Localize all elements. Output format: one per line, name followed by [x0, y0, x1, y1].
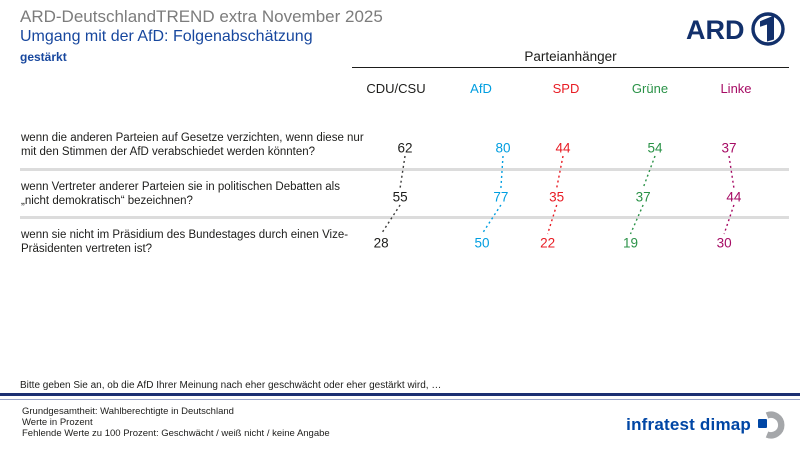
value-label: 37 [636, 190, 651, 205]
infratest-dimap-label: infratest dimap [626, 415, 751, 434]
column-header-gruene: Grüne [631, 81, 669, 96]
column-header-afd: AfD [470, 81, 492, 96]
survey-question-note: Bitte geben Sie an, ob die AfD Ihrer Mei… [20, 380, 442, 391]
infratest-dimap-icon [758, 411, 785, 439]
footer-note-line: Werte in Prozent [22, 416, 93, 428]
trend-connector-line [642, 155, 656, 189]
trend-connector-line [481, 204, 502, 235]
value-label: 30 [717, 236, 732, 251]
ard-logo: ARD [686, 8, 790, 50]
footer-note-line: Grundgesamtheit: Wahlberechtigte in Deut… [22, 406, 234, 417]
header-rule [352, 67, 789, 68]
value-label: 35 [549, 190, 564, 205]
column-header-linke: Linke [720, 81, 752, 96]
answer-category-label: gestärkt [20, 50, 67, 64]
value-label: 54 [647, 141, 663, 156]
footer-notes: Grundgesamtheit: Wahlberechtigte in Deut… [22, 406, 330, 439]
infratest-dimap-logo: infratest dimap [626, 411, 786, 439]
question-row: wenn Vertreter anderer Parteien sie in p… [21, 181, 340, 207]
value-label: 19 [623, 236, 638, 251]
value-label: 44 [726, 190, 742, 205]
value-label: 77 [493, 190, 508, 205]
value-label: 55 [393, 190, 408, 205]
trend-connector-line [629, 204, 644, 235]
column-header-spd: SPD [552, 81, 580, 96]
column-header-cducsu: CDU/CSU [366, 81, 426, 96]
row-separator [20, 216, 789, 219]
ard-one-icon: ARD [686, 12, 785, 46]
trend-connector-line [500, 155, 504, 189]
value-label: 37 [721, 141, 736, 156]
trend-connector-line [723, 204, 735, 235]
value-label: 22 [540, 236, 555, 251]
column-group-label: Parteianhänger [524, 49, 617, 64]
footer-note-line: Fehlende Werte zu 100 Prozent: Geschwäch… [22, 427, 330, 439]
value-label: 80 [495, 141, 510, 156]
trend-connector-line [380, 204, 401, 235]
page-title: ARD-DeutschlandTREND extra November 2025 [20, 7, 383, 26]
trend-connector-line [728, 155, 735, 189]
footer-rule [0, 393, 800, 396]
ard-logo-text: ARD [686, 15, 745, 45]
value-label: 44 [555, 141, 571, 156]
question-row: wenn sie nicht im Präsidium des Bundesta… [21, 229, 349, 255]
trend-connector-line [546, 204, 558, 235]
page-subtitle: Umgang mit der AfD: Folgenabschätzung [20, 28, 313, 45]
value-label: 62 [397, 141, 412, 156]
footer-rule-thin [0, 399, 800, 400]
row-separator [20, 168, 789, 171]
value-label: 28 [374, 236, 389, 251]
trend-connector-line [399, 155, 406, 189]
value-label: 50 [474, 236, 489, 251]
trend-connector-line [556, 155, 564, 189]
question-row: wenn die anderen Parteien auf Gesetze ve… [21, 132, 364, 158]
